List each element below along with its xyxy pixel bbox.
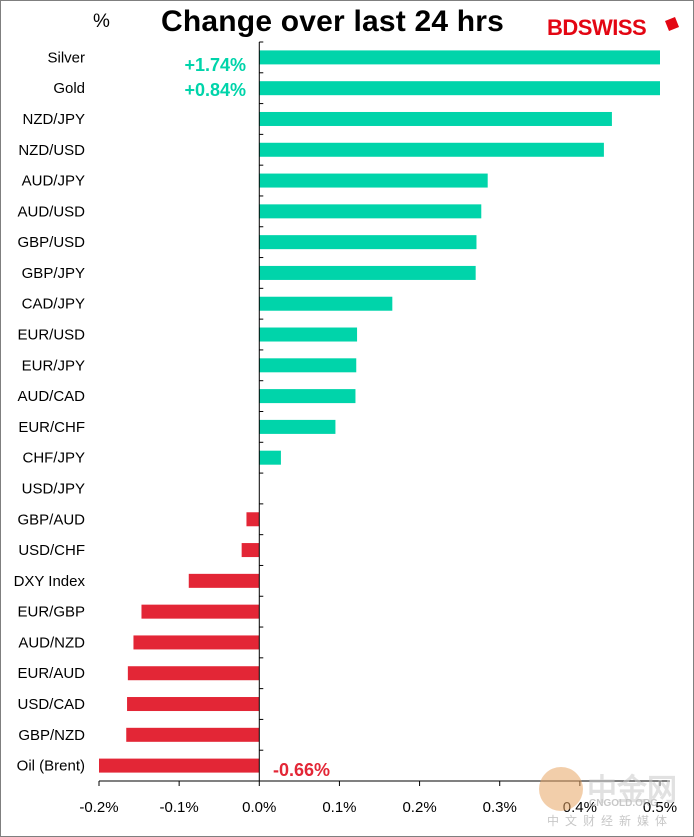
category-label: USD/CAD [17, 696, 85, 713]
bar [259, 358, 357, 373]
bar [259, 235, 477, 250]
bar [99, 758, 260, 773]
x-tick-label: -0.1% [160, 799, 199, 816]
bar [259, 142, 604, 157]
bar [259, 265, 476, 280]
bar [259, 173, 488, 188]
category-label: USD/JPY [22, 480, 85, 497]
bar [259, 389, 356, 404]
unit-label: % [93, 11, 110, 32]
bdswiss-logo: BDSWISS [547, 15, 687, 47]
brand-first: BD [547, 15, 578, 40]
category-label: AUD/JPY [22, 173, 85, 190]
x-tick-label: -0.2% [79, 799, 118, 816]
bar [259, 204, 482, 219]
category-label: CHF/JPY [22, 450, 85, 467]
category-label: GBP/AUD [17, 511, 85, 528]
gold-value-label: +0.84% [184, 80, 246, 100]
category-label: AUD/CAD [17, 388, 85, 405]
category-label: USD/CHF [18, 542, 85, 559]
category-label: Silver [47, 49, 85, 66]
category-label: EUR/JPY [22, 357, 85, 374]
category-label: Gold [53, 80, 85, 97]
category-label: NZD/USD [18, 142, 85, 159]
x-tick-label: 0.3% [483, 799, 517, 816]
category-label: EUR/CHF [18, 419, 85, 436]
category-label: Oil (Brent) [17, 758, 85, 775]
x-tick-label: 0.2% [402, 799, 436, 816]
brand-second: SWISS [577, 15, 647, 40]
bar [133, 635, 260, 650]
category-label: DXY Index [14, 573, 86, 590]
category-label: EUR/GBP [17, 604, 85, 621]
category-label: EUR/AUD [17, 665, 85, 682]
watermark: 中金网 CNGOLD.ORG 中文财经新媒体 [537, 761, 687, 831]
bar [246, 512, 260, 527]
bar [259, 327, 358, 342]
watermark-sub: CNGOLD.ORG [589, 798, 658, 809]
watermark-tagline: 中文财经新媒体 [547, 814, 674, 828]
bar [188, 573, 260, 588]
bar [127, 666, 260, 681]
bar [259, 81, 660, 96]
category-label: GBP/JPY [22, 265, 85, 282]
x-tick-label: 0.1% [322, 799, 356, 816]
bar [141, 604, 260, 619]
category-label: GBP/USD [17, 234, 85, 251]
bar [259, 296, 393, 311]
oil-value-label: -0.66% [273, 760, 330, 780]
bar [259, 450, 281, 465]
category-label: AUD/USD [17, 203, 85, 220]
bar [259, 50, 660, 65]
category-label: AUD/NZD [18, 634, 85, 651]
category-label: NZD/JPY [22, 111, 85, 128]
category-label: CAD/JPY [22, 296, 85, 313]
x-tick-label: 0.0% [242, 799, 276, 816]
bar [126, 727, 260, 742]
category-label: EUR/USD [17, 327, 85, 344]
category-label: GBP/NZD [18, 727, 85, 744]
silver-value-label: +1.74% [184, 55, 246, 75]
bar [127, 697, 260, 712]
watermark-logo-icon [539, 767, 583, 811]
bar [241, 543, 260, 558]
brand-mark-icon [665, 17, 679, 31]
x-tick-label: 0.5% [643, 799, 677, 816]
watermark-name: 中金网 [587, 774, 677, 807]
bar [259, 419, 336, 434]
chart-title: Change over last 24 hrs [161, 5, 505, 38]
bar [259, 111, 612, 126]
